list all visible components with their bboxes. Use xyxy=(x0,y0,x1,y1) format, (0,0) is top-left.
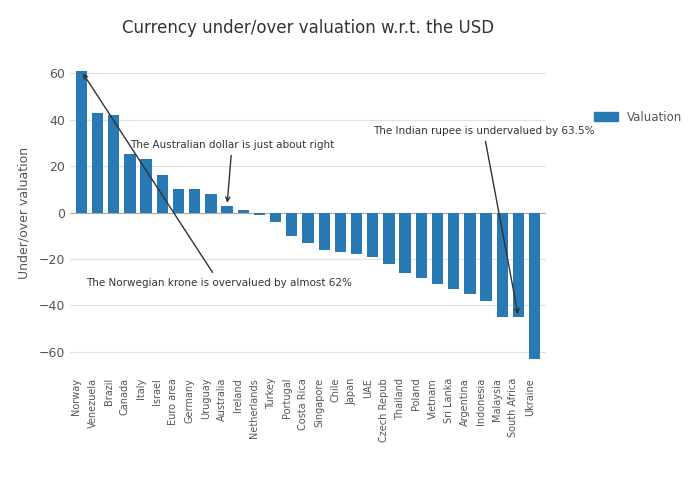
Bar xyxy=(189,190,200,212)
Bar xyxy=(141,159,152,212)
Bar xyxy=(92,112,103,212)
Bar xyxy=(157,176,168,212)
Bar xyxy=(529,212,540,358)
Bar xyxy=(221,206,232,212)
Bar xyxy=(302,212,314,242)
Text: The Australian dollar is just about right: The Australian dollar is just about righ… xyxy=(130,140,334,201)
Bar xyxy=(416,212,427,278)
Y-axis label: Under/over valuation: Under/over valuation xyxy=(18,146,30,278)
Bar xyxy=(384,212,395,264)
Bar xyxy=(205,194,216,212)
Bar xyxy=(400,212,411,273)
Bar xyxy=(286,212,297,236)
Bar xyxy=(335,212,346,252)
Bar xyxy=(432,212,443,284)
Bar xyxy=(124,154,136,212)
Text: The Norwegian krone is overvalued by almost 62%: The Norwegian krone is overvalued by alm… xyxy=(84,74,352,288)
Bar xyxy=(108,115,120,212)
Bar xyxy=(496,212,508,317)
Bar xyxy=(351,212,362,254)
Bar xyxy=(480,212,492,300)
Bar xyxy=(318,212,330,250)
Title: Currency under/over valuation w.r.t. the USD: Currency under/over valuation w.r.t. the… xyxy=(122,20,494,38)
Bar xyxy=(513,212,524,317)
Bar xyxy=(367,212,379,256)
Text: The Indian rupee is undervalued by 63.5%: The Indian rupee is undervalued by 63.5% xyxy=(373,126,594,312)
Legend: Valuation: Valuation xyxy=(589,106,687,128)
Bar xyxy=(173,190,184,212)
Bar xyxy=(464,212,475,294)
Bar xyxy=(237,210,249,212)
Bar xyxy=(448,212,459,289)
Bar xyxy=(254,212,265,215)
Bar xyxy=(76,71,87,213)
Bar xyxy=(270,212,281,222)
